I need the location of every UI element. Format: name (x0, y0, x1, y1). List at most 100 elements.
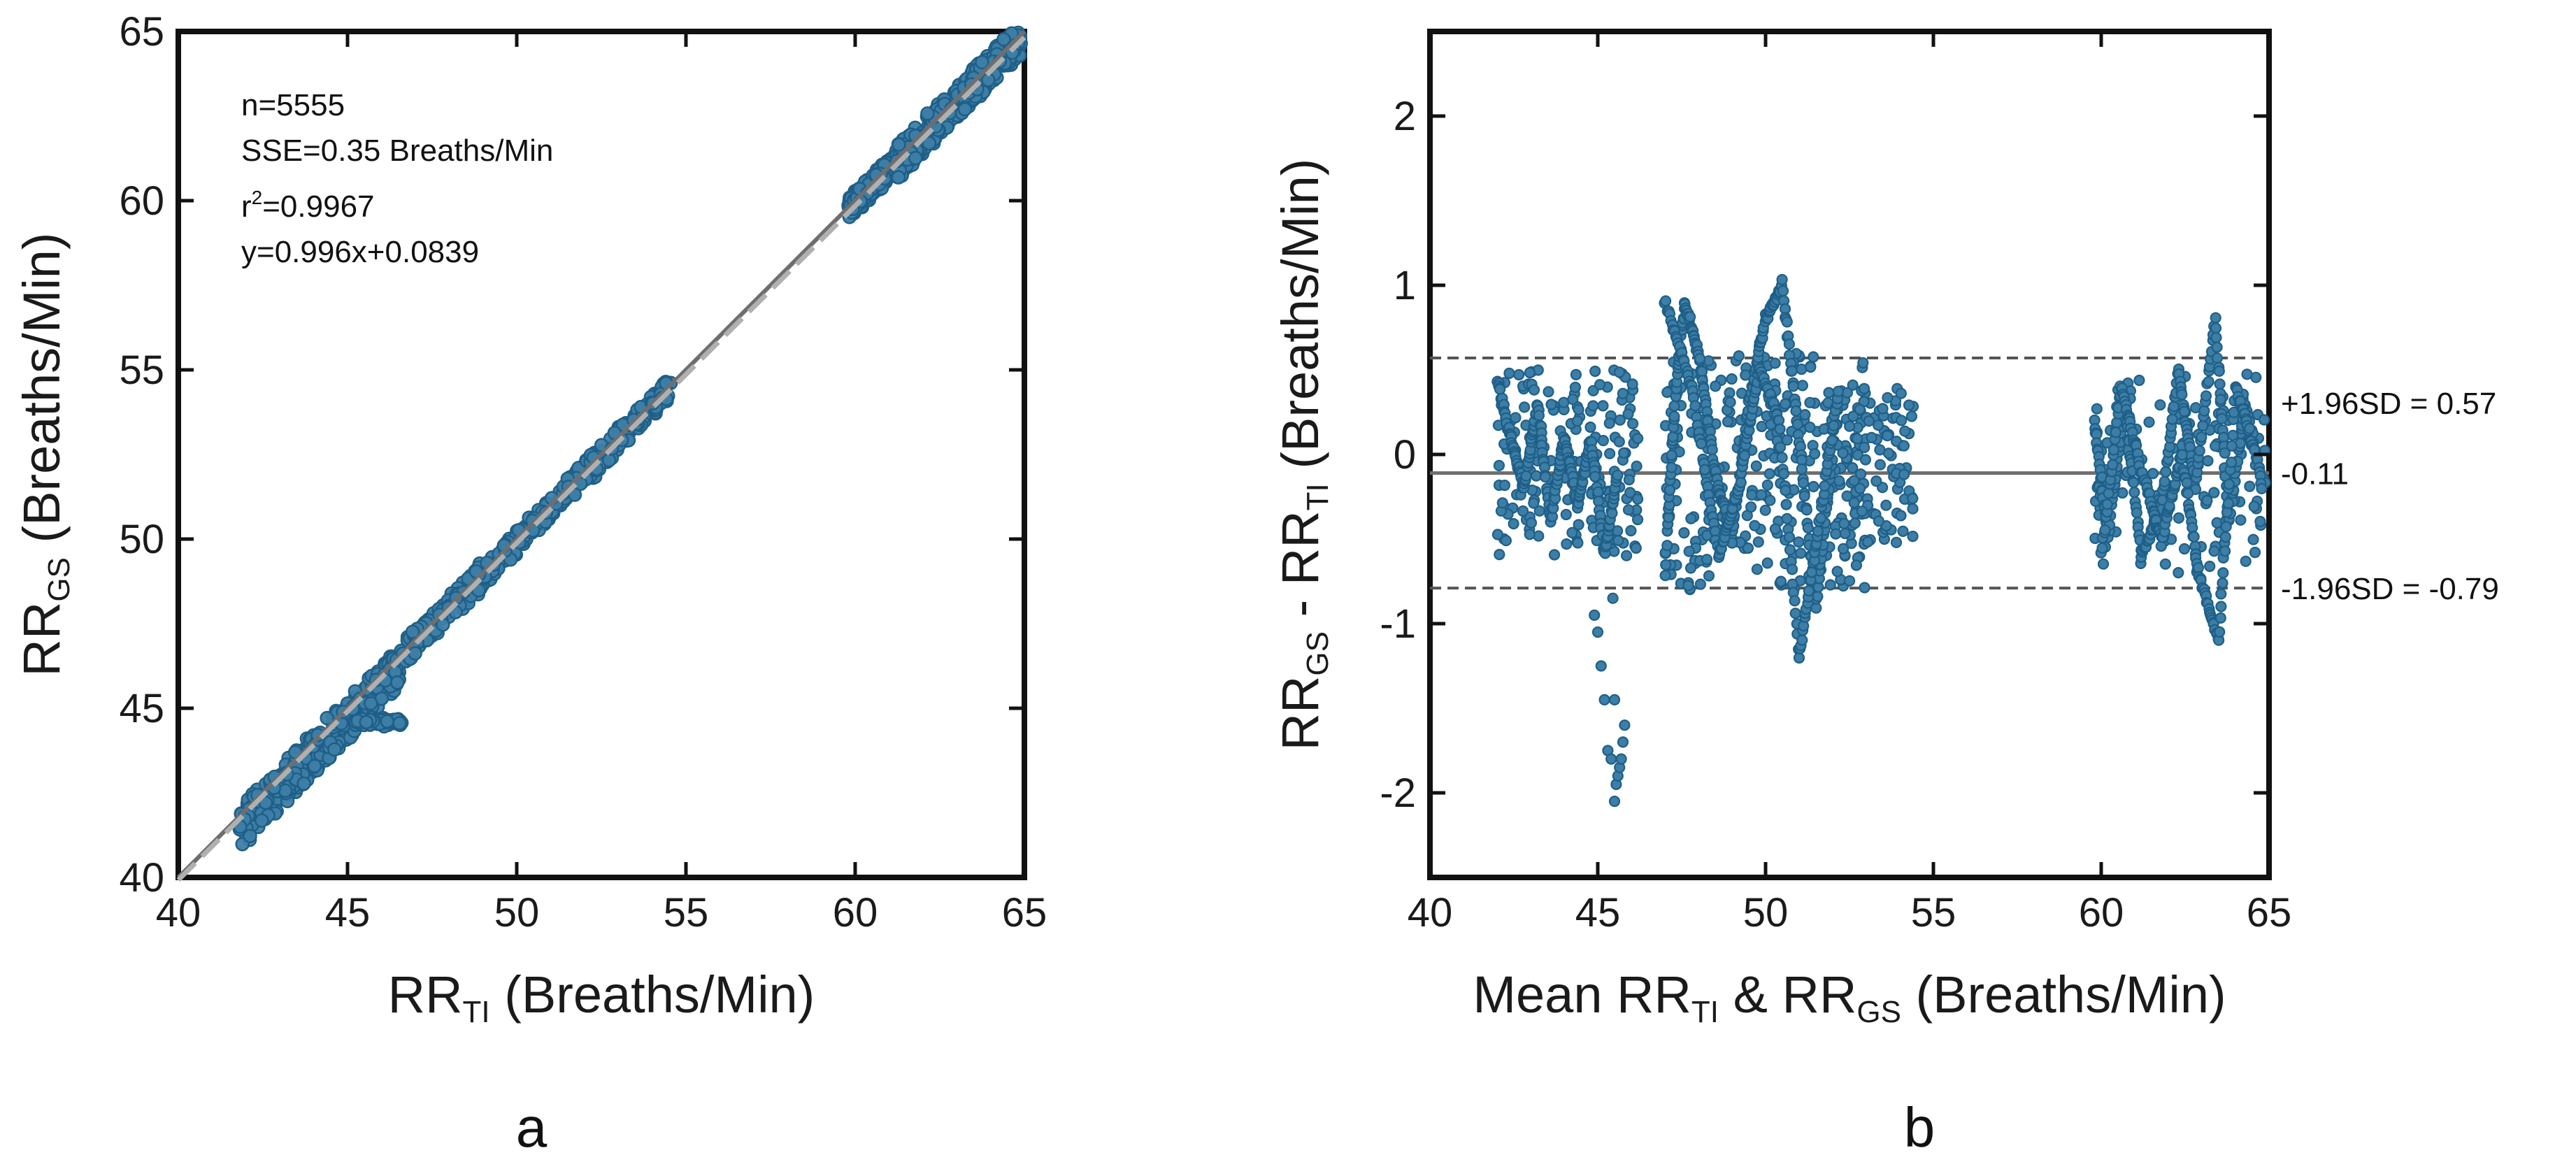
data-point (2182, 487, 2194, 499)
data-point (1815, 512, 1827, 524)
x-tick-label: 60 (2079, 890, 2124, 935)
data-point (1895, 510, 1907, 522)
data-point (2173, 512, 2184, 524)
data-point (1695, 438, 1708, 450)
data-point (1803, 584, 1815, 597)
data-point (1622, 408, 1634, 420)
x-tick-label: 55 (1911, 890, 1956, 935)
data-point (2181, 477, 2193, 489)
data-point (1733, 350, 1745, 362)
data-point (1838, 517, 1850, 529)
data-point (1613, 366, 1626, 378)
mean-bias-label: -0.11 (2281, 457, 2349, 492)
data-point (2168, 401, 2180, 413)
data-point (1839, 527, 1851, 540)
y-tick-label: 45 (119, 686, 164, 731)
data-point (327, 742, 342, 757)
annotation-r2-prefix: r (241, 189, 252, 224)
data-point (2222, 497, 2234, 510)
data-point (1625, 524, 1637, 537)
data-point (2173, 566, 2184, 579)
x-tick-label: 45 (325, 890, 371, 935)
x-tick-label: 40 (156, 890, 201, 935)
data-point (2226, 457, 2238, 468)
data-point (1663, 484, 1676, 496)
data-point (957, 101, 973, 117)
data-point (1558, 396, 1570, 408)
data-point (1543, 386, 1554, 398)
data-point (1776, 273, 1788, 286)
data-point (1847, 379, 1859, 391)
data-point (1877, 403, 1889, 415)
data-point (1854, 403, 1866, 415)
upper-loa-label: +1.96SD = 0.57 (2281, 387, 2496, 421)
panel-b-ticks: 40 45 50 55 60 65 -2 -1 0 1 2 (1380, 31, 2291, 935)
data-point (1622, 504, 1635, 516)
data-point (2128, 486, 2140, 498)
y-tick-label: 60 (119, 178, 164, 224)
x-tick-label: 50 (1743, 890, 1789, 935)
data-point (1694, 352, 1706, 365)
panel-a-lines (176, 29, 1026, 882)
data-point (1631, 460, 1643, 472)
data-point (1780, 498, 1792, 510)
data-point (1618, 447, 1630, 459)
data-point (1831, 566, 1843, 578)
data-point (1520, 470, 1532, 482)
data-point (1603, 417, 1615, 429)
data-point (1539, 471, 1552, 483)
panel-b-xlabel: Mean RRTI & RRGS (Breaths/Min) (1473, 966, 2226, 1029)
data-point (1776, 452, 1788, 464)
annotation-r2: r2=0.9967 (241, 187, 375, 224)
data-point (1666, 449, 1677, 461)
data-point (1612, 469, 1624, 481)
data-point (1517, 505, 1529, 517)
data-point (1780, 398, 1791, 410)
data-point (2178, 406, 2190, 417)
data-point (1668, 400, 1680, 412)
data-point (2203, 375, 2214, 387)
data-point (1742, 542, 1754, 554)
y-tick-label: 50 (119, 517, 164, 562)
data-point (1796, 363, 1808, 375)
data-point (2235, 514, 2247, 526)
data-point (1683, 545, 1695, 557)
panel-a-scatter: 40 45 50 55 60 65 40 45 50 55 60 65 n=5555 SSE=0.35… (13, 9, 1047, 1159)
data-point (2133, 374, 2145, 387)
data-point (1854, 482, 1866, 494)
data-point (1847, 461, 1859, 474)
data-point (1907, 503, 1919, 515)
panel-b-ylabel-sub1: GS (1301, 631, 1335, 676)
y-tick-label: 0 (1394, 432, 1416, 478)
data-point (2196, 431, 2208, 443)
data-point (1627, 417, 1639, 430)
data-point (1796, 634, 1808, 646)
data-point (1793, 536, 1805, 548)
x-tick-label: 60 (833, 890, 878, 935)
data-point (1617, 736, 1629, 748)
data-point (1595, 660, 1607, 672)
annotation-fit: y=0.996x+0.0839 (241, 235, 479, 269)
data-point (2208, 487, 2220, 498)
data-point (1859, 582, 1870, 594)
data-point (1793, 652, 1805, 664)
data-point (1826, 434, 1838, 447)
data-point (2099, 524, 2111, 536)
data-point (1624, 487, 1636, 498)
data-point (1684, 311, 1696, 323)
data-point (1775, 575, 1787, 587)
panel-a-ticks: 40 45 50 55 60 65 40 45 50 55 60 65 (119, 9, 1047, 935)
panel-b-ylabel-mid: - RR (1271, 510, 1329, 631)
data-point (1769, 523, 1781, 535)
data-point (1890, 536, 1903, 549)
data-point (1571, 415, 1583, 427)
data-point (1493, 459, 1505, 472)
data-point (1786, 365, 1798, 377)
data-point (1494, 383, 1506, 395)
data-point (1783, 338, 1795, 350)
data-point (1607, 592, 1619, 604)
panel-b-ylabel-main: RR (1271, 676, 1329, 751)
data-point (1613, 436, 1625, 447)
data-point (1895, 387, 1907, 399)
data-point (1849, 517, 1861, 529)
